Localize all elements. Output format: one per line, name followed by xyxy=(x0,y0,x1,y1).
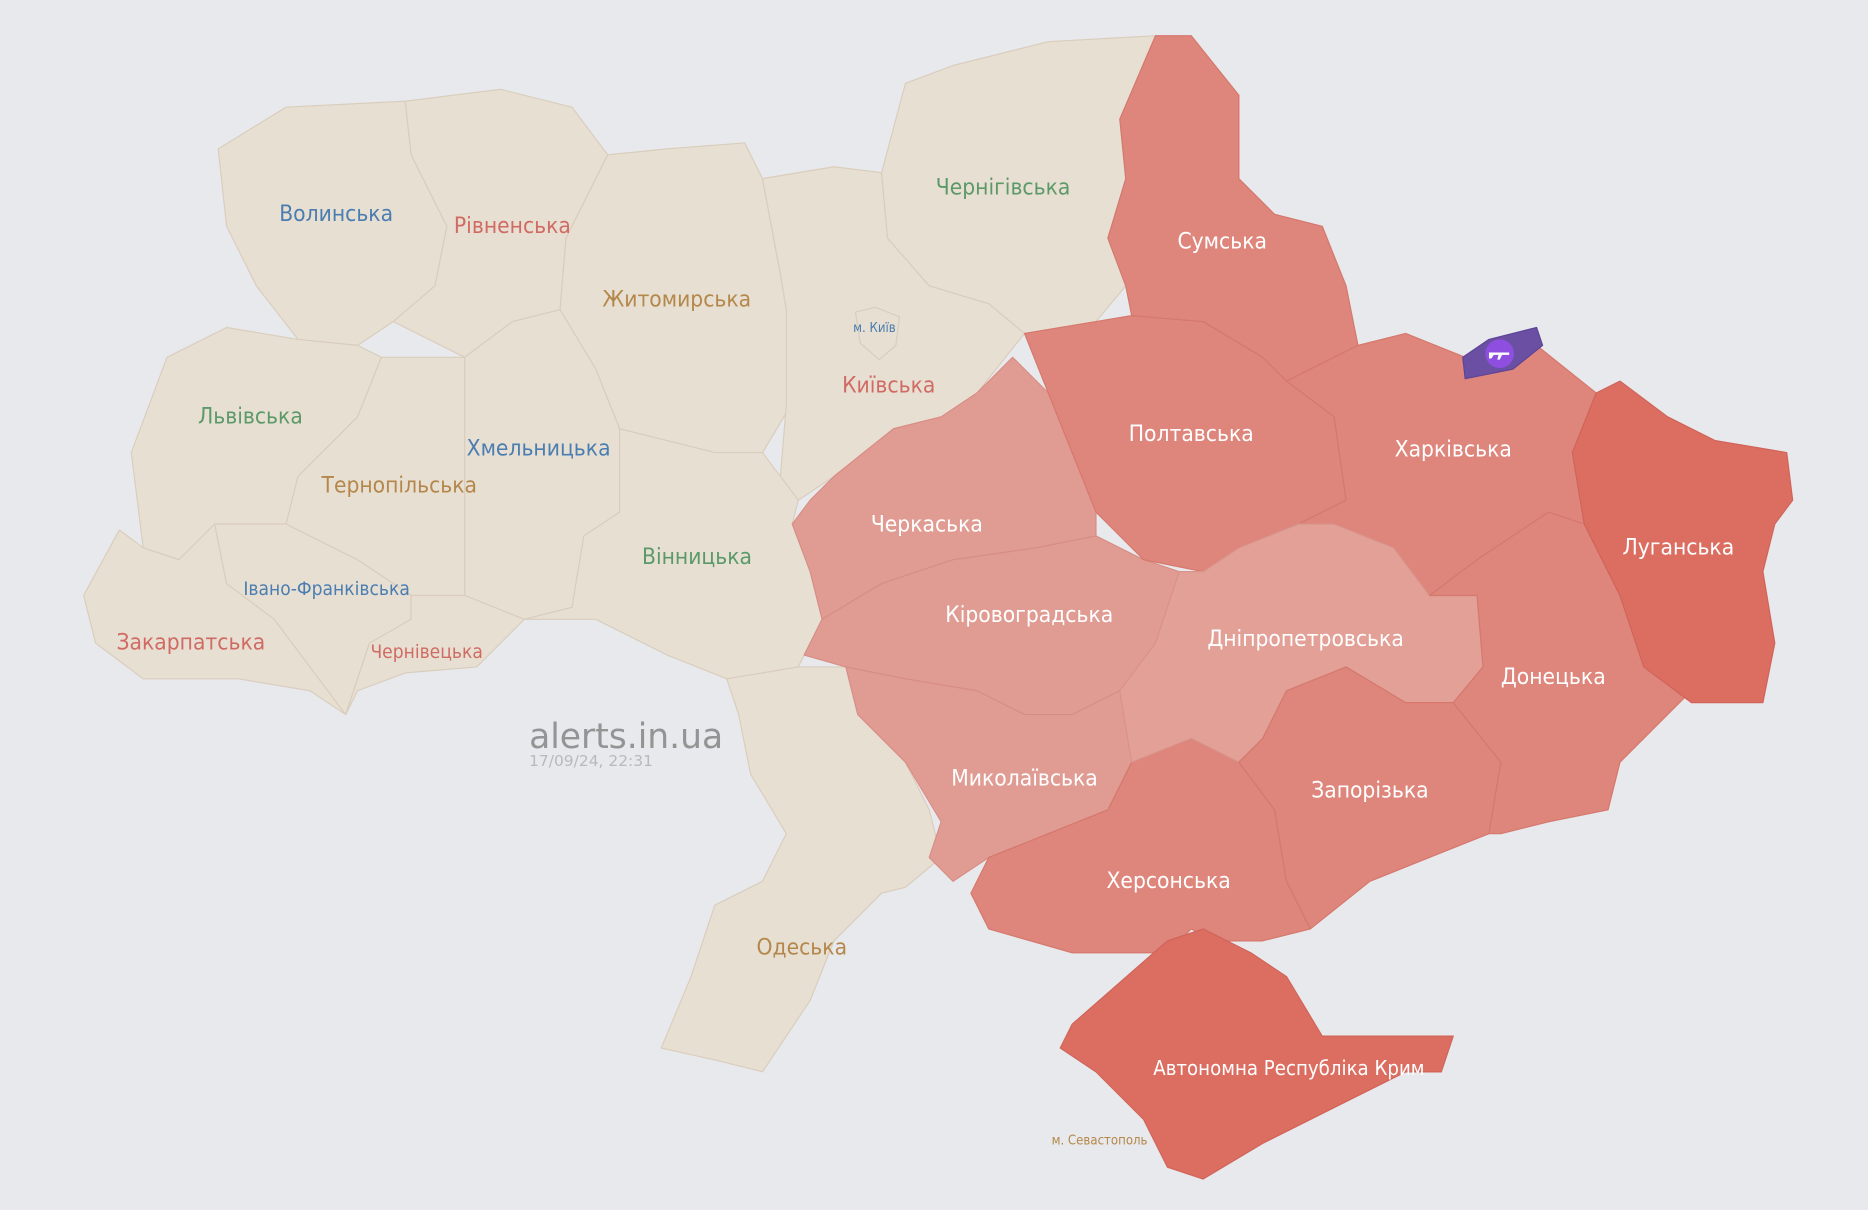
region-crimea[interactable] xyxy=(1059,928,1454,1180)
brand-name: alerts.in.ua xyxy=(529,717,723,757)
label-chernihiv: Чернігівська xyxy=(936,175,1071,201)
label-ivano-frankivsk: Івано-Франківська xyxy=(243,578,409,600)
label-zhytomyr: Житомирська xyxy=(602,287,751,313)
label-kirovohrad: Кіровоградська xyxy=(945,602,1113,628)
label-vinnytsia: Вінницька xyxy=(642,544,752,570)
label-kyiv-city: м. Київ xyxy=(853,321,896,336)
label-sevastopol: м. Севастополь xyxy=(1052,1133,1148,1148)
region-luhansk[interactable] xyxy=(1571,380,1794,704)
label-luhansk: Луганська xyxy=(1622,534,1734,560)
label-crimea: Автономна Республіка Крим xyxy=(1153,1056,1424,1080)
label-lviv: Львівська xyxy=(198,403,303,429)
label-kherson: Херсонська xyxy=(1106,868,1230,894)
label-rivne: Рівненська xyxy=(454,213,571,239)
label-zaporizhzhia: Запорізька xyxy=(1311,777,1428,803)
rifle-icon xyxy=(1485,339,1514,369)
region-chernivtsi[interactable] xyxy=(345,594,525,716)
label-poltava: Полтавська xyxy=(1129,421,1254,447)
label-khmelnytskyi: Хмельницька xyxy=(467,435,611,461)
label-sumy: Сумська xyxy=(1177,228,1267,254)
regions xyxy=(83,35,1794,1180)
label-mykolaiv: Миколаївська xyxy=(951,765,1098,791)
label-ternopil: Тернопільська xyxy=(321,472,477,498)
region-labels: Волинська Рівненська Житомирська Чернігі… xyxy=(116,175,1734,1149)
label-donetsk: Донецька xyxy=(1501,664,1606,690)
label-cherkasy: Черкаська xyxy=(871,512,983,538)
region-donetsk[interactable] xyxy=(1428,511,1693,835)
timestamp: 17/09/24, 22:31 xyxy=(529,752,653,770)
label-dnipro: Дніпропетровська xyxy=(1207,626,1403,652)
region-kyiv-city[interactable] xyxy=(854,306,901,361)
label-kyiv-oblast: Київська xyxy=(842,372,935,398)
label-odesa: Одеська xyxy=(757,934,848,960)
label-kharkiv: Харківська xyxy=(1395,437,1512,463)
label-zakarpattia: Закарпатська xyxy=(116,630,265,656)
label-chernivtsi: Чернівецька xyxy=(370,641,482,663)
label-volyn: Волинська xyxy=(279,201,393,227)
watermark: alerts.in.ua 17/09/24, 22:31 xyxy=(529,717,723,770)
